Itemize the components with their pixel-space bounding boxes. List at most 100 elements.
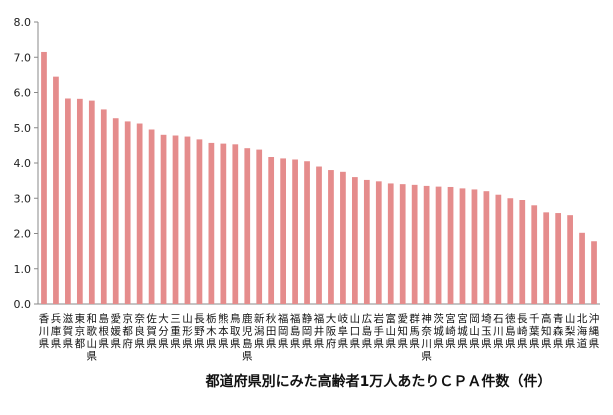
category-label: 静岡県 <box>302 312 313 350</box>
category-label: 兵庫県 <box>51 312 62 350</box>
bar <box>399 184 406 304</box>
bar <box>196 139 203 304</box>
category-label: 岐阜県 <box>338 312 349 350</box>
y-axis: 0.0 1.0 2.0 3.0 4.0 5.0 6.0 7.0 8.0 <box>14 16 600 311</box>
category-label: 滋賀県 <box>63 312 74 350</box>
category-label: 青森県 <box>553 312 564 350</box>
bar <box>340 171 346 304</box>
category-label: 福井県 <box>314 312 325 350</box>
bar <box>567 215 573 304</box>
y-tick-label: 0.0 <box>14 298 32 311</box>
category-label: 広島県 <box>362 312 373 350</box>
category-label: 栃木県 <box>206 312 217 350</box>
category-label: 東京都 <box>75 312 86 350</box>
category-label: 香川県 <box>39 313 50 350</box>
bar <box>124 121 131 304</box>
category-label: 石川県 <box>493 313 504 350</box>
bar <box>316 166 322 304</box>
bar <box>328 170 334 304</box>
bar <box>495 194 502 304</box>
bar <box>555 213 562 304</box>
category-label: 愛媛県 <box>110 312 121 350</box>
bar <box>519 200 526 304</box>
category-label: 山口県 <box>350 313 361 350</box>
category-label: 茨城県 <box>433 312 444 350</box>
bar <box>435 186 442 304</box>
category-label: 神奈川県 <box>421 312 432 363</box>
bar <box>459 188 466 304</box>
category-label: 福島県 <box>290 312 301 350</box>
category-label: 愛知県 <box>397 312 408 350</box>
category-label: 鳥取県 <box>230 312 241 350</box>
bar <box>352 177 358 304</box>
bar <box>148 129 155 304</box>
bar <box>112 118 119 304</box>
category-labels: 香川県兵庫県滋賀県東京都和歌山県島根県愛媛県京都府奈良県佐賀県大分県三重県山形県… <box>39 312 600 363</box>
bar <box>268 157 275 304</box>
category-label: 富山県 <box>385 312 396 350</box>
bar <box>53 76 59 304</box>
category-label: 和歌山県 <box>87 313 98 363</box>
category-label: 熊本県 <box>218 312 229 350</box>
category-label: 山梨県 <box>565 313 576 350</box>
category-label: 佐賀県 <box>146 312 157 350</box>
category-label: 島根県 <box>99 312 110 350</box>
bar <box>447 186 454 304</box>
bar <box>160 134 167 304</box>
bar <box>423 185 430 304</box>
category-label: 山形県 <box>182 313 193 350</box>
category-label: 千葉県 <box>529 313 540 350</box>
bar <box>41 51 47 305</box>
category-label: 秋田県 <box>266 312 277 350</box>
category-label: 群馬県 <box>409 312 420 350</box>
category-label: 長崎県 <box>517 313 528 350</box>
y-tick-label: 8.0 <box>14 16 32 29</box>
bar <box>208 142 215 304</box>
category-label: 京都府 <box>122 312 133 350</box>
category-label: 大阪府 <box>326 312 337 350</box>
bar <box>591 241 597 304</box>
category-label: 岩手県 <box>374 312 385 350</box>
bar <box>65 98 71 305</box>
category-label: 長野県 <box>194 313 205 350</box>
category-label: 奈良県 <box>134 312 145 350</box>
category-label: 鹿児島県 <box>242 312 253 363</box>
chart-title: 都道府県別にみた高齢者1万人あたりＣＰＡ件数（件） <box>205 374 552 390</box>
bar <box>100 109 107 304</box>
y-tick-label: 1.0 <box>14 263 32 276</box>
bar <box>88 100 95 304</box>
bar <box>136 123 143 305</box>
bar <box>172 135 179 304</box>
category-label: 埼玉県 <box>481 312 492 350</box>
bar <box>304 161 310 304</box>
bar <box>543 212 550 304</box>
bar <box>471 189 478 304</box>
bar <box>375 181 382 304</box>
bar <box>232 144 239 304</box>
y-tick-label: 3.0 <box>14 192 32 205</box>
bar <box>363 179 370 304</box>
category-label: 北海道 <box>577 313 588 350</box>
category-label: 福岡県 <box>278 312 289 350</box>
y-tick-label: 2.0 <box>14 228 32 241</box>
bar <box>531 205 538 304</box>
bar <box>256 149 263 304</box>
category-label: 徳島県 <box>505 312 516 350</box>
y-tick-label: 7.0 <box>14 51 32 64</box>
y-tick-label: 4.0 <box>14 157 32 170</box>
category-label: 大分県 <box>158 312 169 350</box>
bar <box>483 191 490 304</box>
bar <box>244 148 251 304</box>
bar <box>280 158 286 304</box>
bar <box>411 184 418 304</box>
bar <box>579 232 585 304</box>
bar <box>387 183 394 304</box>
category-label: 宮崎県 <box>445 312 456 350</box>
y-tick-label: 5.0 <box>14 122 32 135</box>
category-label: 沖縄県 <box>589 312 600 350</box>
bars <box>41 51 597 305</box>
bar <box>507 198 514 304</box>
category-label: 岡山県 <box>469 313 480 350</box>
category-label: 高知県 <box>541 312 552 350</box>
